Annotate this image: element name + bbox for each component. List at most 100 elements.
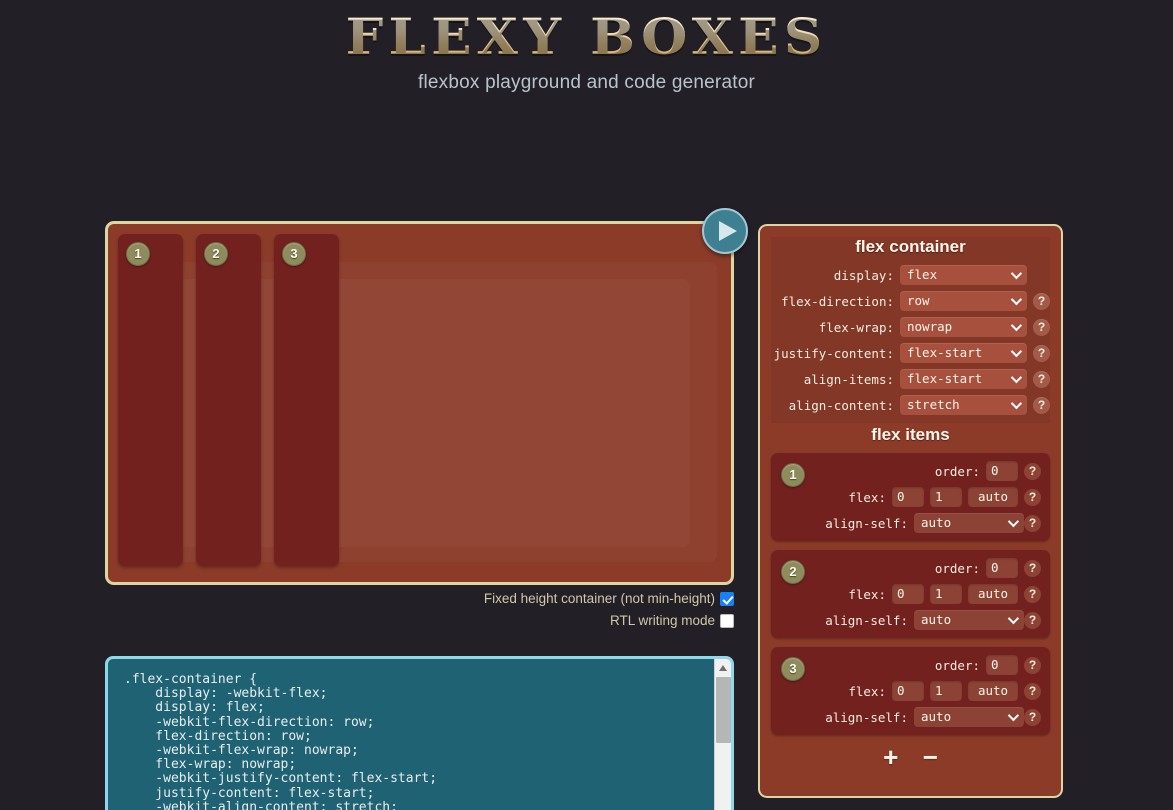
play-icon: [719, 221, 737, 241]
chevron-down-icon: [1010, 293, 1023, 306]
flex-container-preview[interactable]: 1 2 3: [105, 221, 734, 585]
help-button[interactable]: ?: [1024, 656, 1041, 674]
order-input[interactable]: 0: [986, 461, 1018, 481]
flex-basis-input[interactable]: auto: [968, 584, 1018, 604]
help-button[interactable]: ?: [1033, 318, 1050, 336]
align-self-select[interactable]: auto: [914, 610, 1024, 630]
flex-shrink-input[interactable]: 1: [930, 584, 962, 604]
chevron-down-icon: [1010, 397, 1023, 410]
scroll-up-arrow-icon[interactable]: [715, 659, 731, 676]
order-input[interactable]: 0: [986, 558, 1018, 578]
control-label: display:: [833, 267, 894, 283]
control-select[interactable]: row: [900, 291, 1027, 311]
help-button[interactable]: ?: [1024, 559, 1041, 577]
control-label: flex-direction:: [781, 293, 894, 309]
preview-flex-item[interactable]: 1: [118, 234, 183, 566]
generated-code-panel[interactable]: .flex-container { display: -webkit-flex;…: [105, 656, 734, 810]
main-content: 1 2 3 Fixed height container (not min-he…: [0, 94, 1173, 810]
control-select[interactable]: flex: [900, 265, 1027, 285]
flex-basis-input[interactable]: auto: [968, 681, 1018, 701]
flex-shrink-input[interactable]: 1: [930, 681, 962, 701]
align-self-select[interactable]: auto: [914, 513, 1024, 533]
play-button[interactable]: [702, 208, 748, 254]
control-select-value: flex-start: [907, 371, 983, 386]
item-actions: + −: [771, 744, 1050, 771]
order-row: order: 0?: [780, 655, 1041, 675]
settings-panel: flex container display: flex flex-directio…: [758, 224, 1063, 798]
align-self-row: align-self: auto?: [780, 610, 1041, 630]
help-button[interactable]: ?: [1024, 585, 1041, 603]
preview-flex-item[interactable]: 2: [196, 234, 261, 566]
scrollbar-thumb[interactable]: [716, 677, 731, 743]
page-title: FLEXY BOXES: [0, 8, 1173, 66]
help-button[interactable]: ?: [1024, 682, 1041, 700]
container-control-row: display: flex: [771, 265, 1050, 285]
flex-item-badge: 3: [781, 657, 805, 681]
align-self-label: align-self:: [825, 612, 908, 628]
control-label: align-items:: [803, 371, 894, 387]
fixed-height-checkbox[interactable]: [720, 592, 734, 607]
flex-grow-input[interactable]: 0: [892, 681, 924, 701]
chevron-down-icon: [1007, 515, 1020, 528]
flex-label: flex:: [848, 683, 886, 699]
align-self-label: align-self:: [825, 515, 908, 531]
chevron-down-icon: [1010, 319, 1023, 332]
help-button[interactable]: ?: [1024, 488, 1041, 506]
help-button[interactable]: ?: [1033, 396, 1050, 414]
help-button[interactable]: ?: [1024, 462, 1041, 480]
help-button[interactable]: ?: [1033, 370, 1050, 388]
preview-item-badge: 1: [126, 242, 150, 266]
preview-flex-item[interactable]: 3: [274, 234, 339, 566]
align-self-value: auto: [921, 709, 952, 724]
align-self-value: auto: [921, 515, 952, 530]
preview-options: Fixed height container (not min-height) …: [105, 591, 734, 634]
rtl-checkbox[interactable]: [720, 613, 734, 628]
control-label: flex-wrap:: [818, 319, 894, 335]
flex-grow-input[interactable]: 0: [892, 487, 924, 507]
preview-area: 1 2 3: [105, 208, 748, 585]
add-item-button[interactable]: +: [883, 742, 899, 772]
flex-items-list: 1 order: 0? flex: 0 1 auto? align-self: auto? 2 or…: [771, 453, 1050, 735]
flex-row: flex: 0 1 auto?: [780, 681, 1041, 701]
control-label: justify-content:: [773, 345, 894, 361]
option-fixed-height-row: Fixed height container (not min-height): [105, 591, 734, 607]
control-select-value: nowrap: [907, 319, 953, 334]
rtl-label: RTL writing mode: [609, 612, 715, 628]
flex-shrink-input[interactable]: 1: [930, 487, 962, 507]
chevron-down-icon: [1007, 612, 1020, 625]
control-select[interactable]: stretch: [900, 395, 1027, 415]
align-self-row: align-self: auto?: [780, 513, 1041, 533]
align-self-value: auto: [921, 612, 952, 627]
help-button[interactable]: ?: [1024, 611, 1041, 629]
preview-item-badge: 3: [282, 242, 306, 266]
chevron-down-icon: [1010, 345, 1023, 358]
help-button[interactable]: ?: [1024, 514, 1041, 532]
align-self-label: align-self:: [825, 709, 908, 725]
page-subtitle: flexbox playground and code generator: [418, 72, 755, 93]
flex-basis-input[interactable]: auto: [968, 487, 1018, 507]
flex-row: flex: 0 1 auto?: [780, 487, 1041, 507]
flex-label: flex:: [848, 586, 886, 602]
order-row: order: 0?: [780, 558, 1041, 578]
help-button[interactable]: ?: [1024, 708, 1041, 726]
align-self-select[interactable]: auto: [914, 707, 1024, 727]
remove-item-button[interactable]: −: [922, 742, 938, 772]
control-select[interactable]: flex-start: [900, 343, 1027, 363]
generated-code-text[interactable]: .flex-container { display: -webkit-flex;…: [124, 672, 438, 810]
flex-item-badge: 2: [781, 560, 805, 584]
order-label: order:: [934, 657, 980, 673]
control-select[interactable]: nowrap: [900, 317, 1027, 337]
preview-item-badge: 2: [204, 242, 228, 266]
option-rtl-row: RTL writing mode: [105, 612, 734, 628]
chevron-down-icon: [1010, 267, 1023, 280]
code-scrollbar[interactable]: [714, 659, 731, 810]
help-button[interactable]: ?: [1033, 344, 1050, 362]
control-select[interactable]: flex-start: [900, 369, 1027, 389]
order-input[interactable]: 0: [986, 655, 1018, 675]
flex-container-controls: display: flex flex-direction: row? flex-wrap…: [771, 265, 1050, 415]
chevron-down-icon: [1010, 371, 1023, 384]
flex-grow-input[interactable]: 0: [892, 584, 924, 604]
help-button[interactable]: ?: [1033, 292, 1050, 310]
flex-label: flex:: [848, 489, 886, 505]
flex-row: flex: 0 1 auto?: [780, 584, 1041, 604]
